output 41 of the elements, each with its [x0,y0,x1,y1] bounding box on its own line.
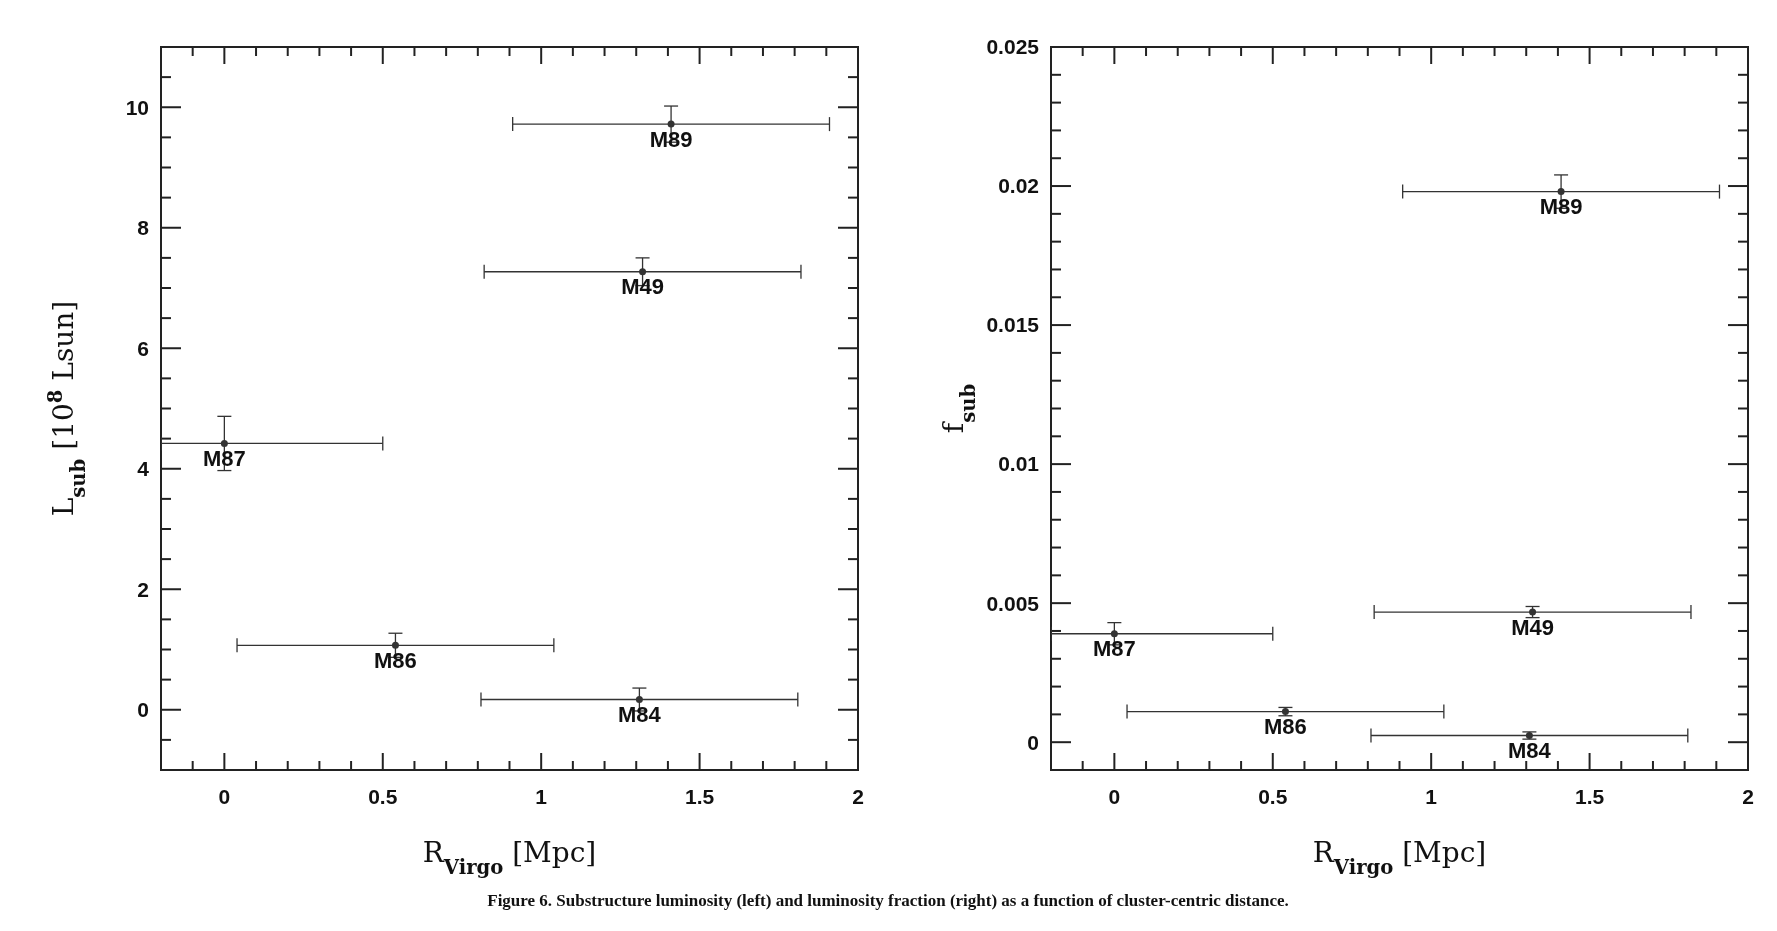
point [639,268,647,276]
x-tick-label: 1.5 [684,785,715,808]
point [667,120,675,128]
annotation: M49 [621,274,664,300]
x-tick-label: 0.5 [1258,785,1288,808]
annotation: M89 [1539,194,1583,220]
annotation: M84 [1508,738,1552,764]
y-tick-label: 0.005 [986,591,1040,615]
annotation: M89 [649,126,693,152]
y-tick-label: 0.01 [998,452,1040,476]
caption: Figure 6. Substructure luminosity (left) and luminosity fraction (right) as a function of cluster-centric distance. [487,891,1289,910]
annotation: M84 [618,702,662,728]
point [1557,188,1565,196]
point [1110,630,1118,638]
annotation: M87 [1092,636,1136,662]
x-axis-title: R$_{Virgo}$ [Mpc] [422,836,597,879]
x-tick-label: 1.5 [1574,785,1605,808]
x-axis-title: R$_{Virgo}$ [Mpc] [1312,836,1487,879]
y-tick-label: 8 [137,216,150,240]
x-tick-label: 0 [218,785,231,808]
y-tick-label: 2 [137,577,149,601]
point [220,439,228,447]
x-tick-label: 2 [1742,785,1754,808]
y-tick-label: 6 [137,336,149,360]
y-tick-label: 0 [1027,730,1039,754]
point [635,696,643,704]
point [391,641,399,649]
y-tick-label: 10 [125,95,149,119]
y-tick-label: 0 [137,698,149,722]
y-tick-label: 0.015 [986,313,1040,337]
x-tick-label: 1 [1425,785,1438,808]
x-tick-label: 2 [852,785,864,808]
y-tick-label: 0.025 [986,35,1040,59]
annotation: M49 [1511,614,1554,640]
annotation: M86 [1264,714,1307,740]
y-tick-label: 4 [137,457,150,481]
annotation: M86 [374,647,417,673]
x-tick-label: 0.5 [368,785,398,808]
x-tick-label: 0 [1108,785,1121,808]
x-tick-label: 1 [535,785,548,808]
y-tick-label: 0.02 [998,174,1039,198]
